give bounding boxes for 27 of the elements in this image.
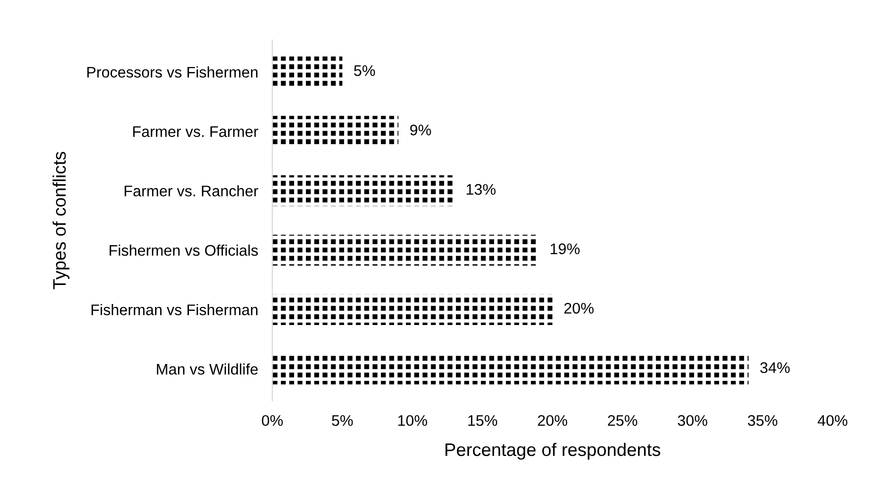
x-tick-label: 40% [818,415,848,426]
x-tick-label: 25% [608,415,638,426]
bar [272,294,552,325]
data-label: 20% [564,302,594,314]
data-label: 13% [466,184,496,195]
y-tick-label: Processors vs Fishermen [87,66,258,78]
data-label: 5% [354,65,375,76]
y-axis-title: Types of conflicts [52,152,70,290]
x-tick-label: 0% [262,415,283,426]
y-tick-label: Farmer vs. Rancher [124,185,258,196]
y-tick-label: Farmer vs. Farmer [133,126,258,138]
y-tick-label: Fishermen vs Officials [110,244,258,256]
x-tick-label: 20% [538,415,568,426]
x-axis-title: Percentage of respondents [446,442,660,460]
y-tick-label: Man vs Wildlife [156,363,258,375]
x-tick-label: 15% [468,415,498,426]
bar [272,56,342,88]
x-tick-label: 5% [332,415,353,426]
data-label: 9% [410,124,432,136]
x-tick-label: 30% [678,415,708,426]
x-tick-label: 10% [398,415,428,426]
x-tick-label: 35% [748,415,778,426]
data-label: 34% [760,362,790,374]
y-tick-label: Fisherman vs Fisherman [92,304,258,316]
data-label: 19% [550,243,580,254]
bar [272,354,749,384]
bar [272,175,454,206]
